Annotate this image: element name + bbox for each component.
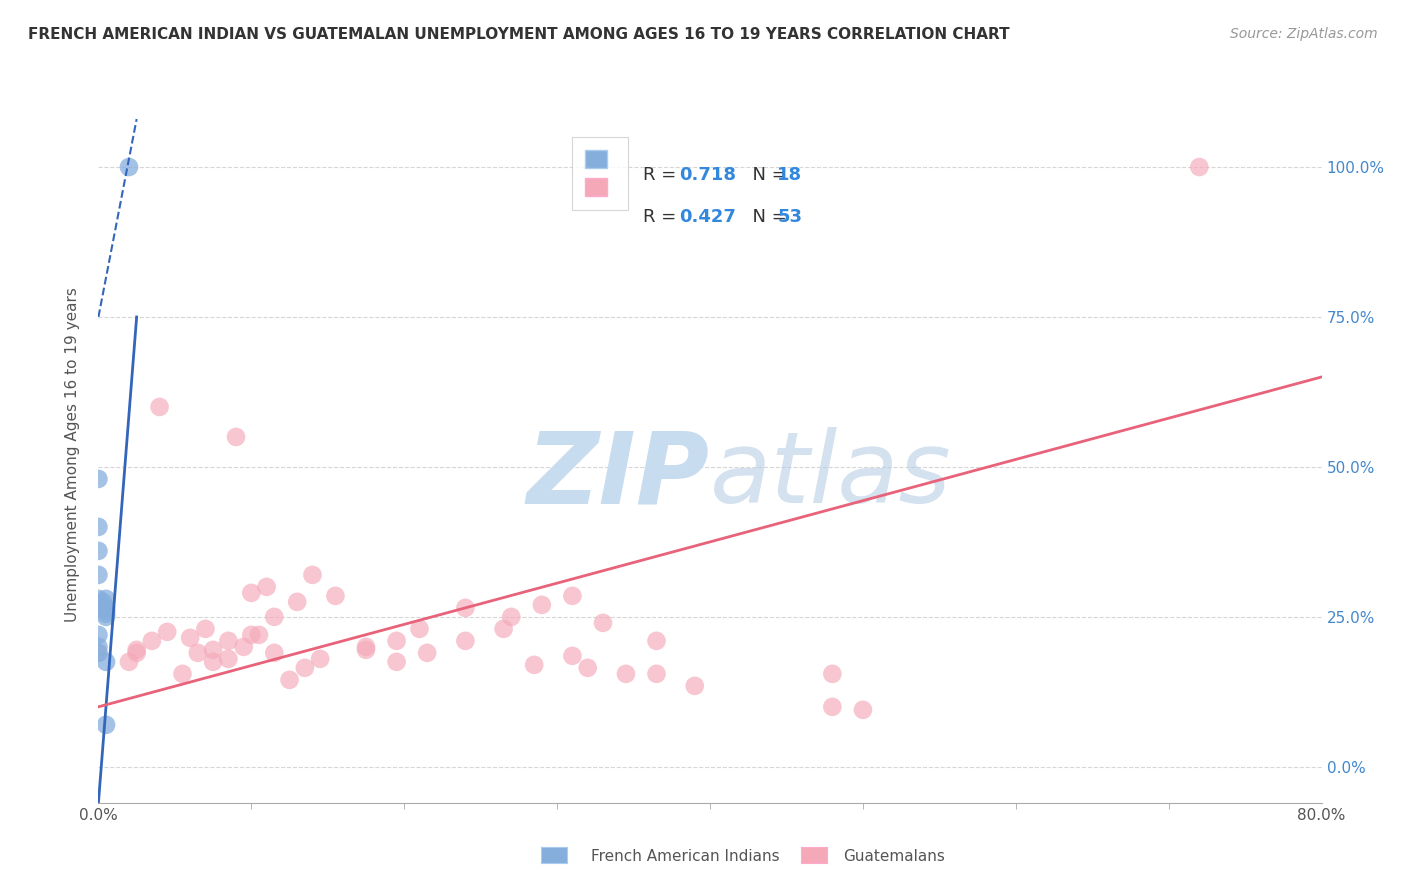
Text: N =: N = <box>741 208 792 226</box>
Point <box>87 544 110 558</box>
Point <box>645 633 668 648</box>
Text: FRENCH AMERICAN INDIAN VS GUATEMALAN UNEMPLOYMENT AMONG AGES 16 TO 19 YEARS CORR: FRENCH AMERICAN INDIAN VS GUATEMALAN UNE… <box>28 27 1010 42</box>
Point <box>94 610 117 624</box>
Point <box>87 640 110 654</box>
Text: R =: R = <box>643 208 682 226</box>
Point <box>118 655 141 669</box>
Text: ZIP: ZIP <box>527 427 710 524</box>
Point <box>91 600 114 615</box>
Point <box>125 646 148 660</box>
Text: French American Indians: French American Indians <box>591 849 779 863</box>
Point <box>247 628 270 642</box>
Point <box>592 615 614 630</box>
Text: 18: 18 <box>778 166 803 184</box>
Point <box>408 622 430 636</box>
Point <box>821 699 844 714</box>
Point <box>87 591 110 606</box>
Point <box>87 646 110 660</box>
Point <box>194 622 217 636</box>
Point <box>202 655 225 669</box>
Point <box>614 666 637 681</box>
Point <box>530 598 553 612</box>
Point <box>821 666 844 681</box>
Text: N =: N = <box>741 166 792 184</box>
Point <box>354 643 377 657</box>
Point <box>149 400 172 414</box>
Point <box>523 657 546 672</box>
Point <box>309 652 332 666</box>
Point <box>263 646 285 660</box>
Text: Guatemalans: Guatemalans <box>844 849 945 863</box>
Point <box>217 633 239 648</box>
Point <box>225 430 247 444</box>
Text: Source: ZipAtlas.com: Source: ZipAtlas.com <box>1230 27 1378 41</box>
Point <box>87 628 110 642</box>
Text: 53: 53 <box>778 208 803 226</box>
Y-axis label: Unemployment Among Ages 16 to 19 years: Unemployment Among Ages 16 to 19 years <box>65 287 80 623</box>
Point <box>94 591 117 606</box>
Point <box>87 646 110 660</box>
Point <box>301 567 323 582</box>
Point <box>294 661 316 675</box>
Point <box>202 643 225 657</box>
Point <box>256 580 278 594</box>
Point <box>325 589 347 603</box>
Point <box>576 661 599 675</box>
Point <box>87 472 110 486</box>
Point <box>385 633 408 648</box>
Point <box>454 633 477 648</box>
Point <box>492 622 515 636</box>
Point <box>852 703 875 717</box>
Point <box>561 589 583 603</box>
Point <box>645 666 668 681</box>
Point <box>118 160 141 174</box>
Point <box>240 586 263 600</box>
Point <box>94 718 117 732</box>
Text: R =: R = <box>643 166 682 184</box>
Point <box>179 631 201 645</box>
Point <box>561 648 583 663</box>
Point <box>141 633 163 648</box>
Point <box>125 643 148 657</box>
Point <box>87 567 110 582</box>
Point <box>187 646 209 660</box>
Point <box>94 607 117 621</box>
Text: 0.718: 0.718 <box>679 166 737 184</box>
Point <box>217 652 239 666</box>
Point <box>94 600 117 615</box>
Point <box>91 595 114 609</box>
Point <box>416 646 439 660</box>
Point <box>354 640 377 654</box>
Point <box>94 604 117 618</box>
Point <box>683 679 706 693</box>
Legend: , : , <box>572 137 628 210</box>
Point <box>285 595 308 609</box>
Point <box>94 655 117 669</box>
Point <box>87 520 110 534</box>
Point <box>1188 160 1211 174</box>
Point <box>263 610 285 624</box>
Point <box>278 673 301 687</box>
Text: 0.427: 0.427 <box>679 208 737 226</box>
Point <box>501 610 523 624</box>
Point <box>385 655 408 669</box>
Point <box>172 666 194 681</box>
Point <box>240 628 263 642</box>
Text: atlas: atlas <box>710 427 952 524</box>
Point <box>454 600 477 615</box>
Point <box>156 624 179 639</box>
Point <box>232 640 254 654</box>
